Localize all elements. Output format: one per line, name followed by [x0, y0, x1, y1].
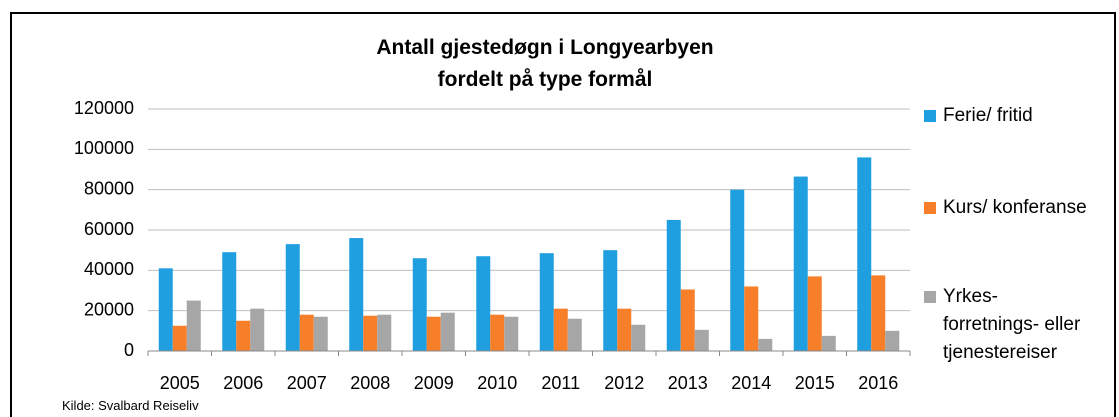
bar — [744, 286, 759, 351]
legend-swatch — [924, 291, 936, 303]
bar — [377, 314, 392, 351]
bar — [426, 316, 441, 351]
x-tick-label: 2008 — [350, 373, 390, 393]
y-tick-label: 60000 — [84, 219, 134, 239]
bar — [285, 244, 300, 351]
y-tick-label: 120000 — [74, 98, 134, 118]
legend-label: Yrkes- forretnings- eller tjenestereiser — [943, 286, 1081, 363]
x-tick-label: 2011 — [541, 373, 580, 393]
source: Kilde: Svalbard Reiseliv — [62, 398, 199, 413]
bar — [793, 176, 808, 351]
bar — [490, 314, 505, 351]
bar — [236, 320, 251, 351]
bar — [440, 312, 455, 351]
x-tick-label: 2012 — [604, 373, 644, 393]
bar — [631, 324, 646, 351]
bar — [553, 308, 568, 351]
x-tick-label: 2006 — [223, 373, 263, 393]
bar — [694, 329, 709, 351]
y-tick-label: 100000 — [74, 138, 134, 158]
x-tick-label: 2013 — [668, 373, 708, 393]
bar — [807, 276, 822, 351]
x-tick-label: 2009 — [414, 373, 454, 393]
bar — [567, 318, 582, 351]
bar — [363, 315, 378, 351]
bar — [758, 338, 773, 351]
y-tick-label: 80000 — [84, 178, 134, 198]
bar — [730, 189, 745, 351]
bar — [158, 268, 173, 351]
bar — [476, 256, 491, 351]
bar — [821, 335, 836, 351]
x-tick-label: 2014 — [731, 373, 771, 393]
bar — [186, 300, 201, 351]
bar — [412, 258, 427, 351]
bar — [603, 250, 618, 351]
frame — [10, 12, 1116, 417]
bar — [680, 289, 695, 351]
x-tick-label: 2015 — [795, 373, 835, 393]
y-tick-label: 40000 — [84, 259, 134, 279]
bar — [666, 219, 681, 351]
bar — [313, 316, 328, 351]
legend-label: Kurs/ konferanse — [943, 197, 1087, 218]
x-tick-label: 2010 — [477, 373, 517, 393]
bar — [885, 330, 900, 351]
bar — [857, 157, 872, 351]
chart-title: Antall gjestedøgn i Longyearbyen fordelt… — [376, 36, 714, 91]
legend-swatch — [924, 110, 936, 122]
bar — [539, 253, 554, 351]
bar — [504, 316, 519, 351]
bar — [299, 314, 314, 351]
bar — [871, 275, 886, 351]
bar — [250, 308, 265, 351]
x-tick-label: 2016 — [858, 373, 898, 393]
legend-swatch — [924, 202, 936, 214]
bar — [349, 238, 364, 351]
legend-label: Ferie/ fritid — [943, 105, 1033, 126]
bar — [172, 325, 187, 351]
y-tick-label: 0 — [124, 340, 134, 360]
x-tick-label: 2007 — [287, 373, 327, 393]
bar — [617, 308, 632, 351]
y-tick-label: 20000 — [84, 299, 134, 319]
x-tick-label: 2005 — [160, 373, 200, 393]
bar — [222, 252, 237, 351]
